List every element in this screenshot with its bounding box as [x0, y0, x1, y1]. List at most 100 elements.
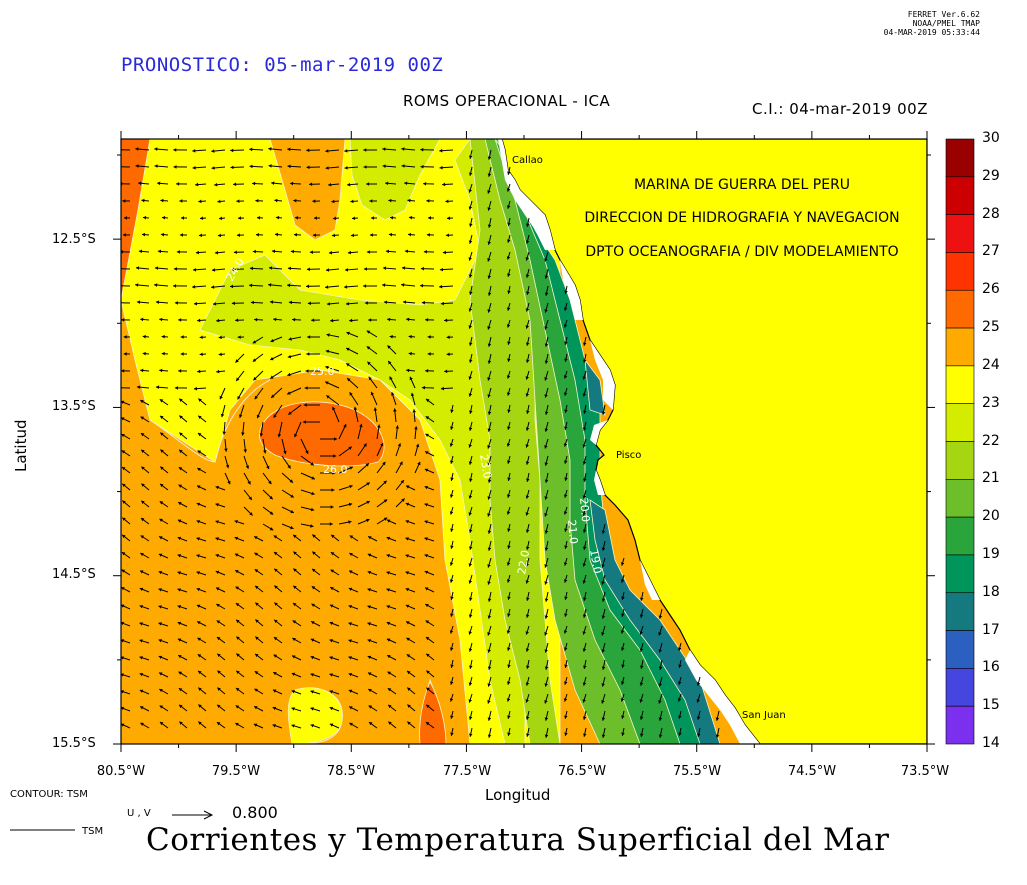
- current-vector-head: [136, 385, 141, 389]
- current-vector-head: [215, 537, 219, 541]
- current-vector-head: [388, 721, 392, 725]
- current-vector-head: [425, 637, 430, 641]
- current-vector-head: [174, 301, 178, 305]
- current-vector-head: [506, 647, 511, 651]
- current-vector-head: [252, 249, 256, 254]
- current-vector-head: [274, 585, 278, 589]
- current-vector-head: [487, 190, 491, 194]
- colorbar-label: 14: [982, 735, 1000, 751]
- current-vector-head: [307, 301, 311, 306]
- current-vector-head: [412, 409, 416, 413]
- current-vector-head: [368, 722, 373, 726]
- sst-band-26-south-patch: [419, 681, 447, 744]
- current-vector-head: [487, 717, 492, 721]
- current-vector-head: [544, 309, 548, 313]
- current-vector-head: [468, 172, 473, 176]
- current-vector-head: [142, 334, 146, 339]
- current-vector-head: [400, 480, 404, 484]
- current-vector-head: [162, 215, 166, 220]
- current-vector-head: [446, 216, 451, 220]
- current-vector-head: [344, 149, 348, 153]
- current-vector-head: [331, 534, 335, 539]
- current-vector-head: [487, 700, 491, 704]
- current-vector-head: [620, 647, 625, 651]
- current-vector-head: [217, 199, 221, 204]
- current-vector-head: [326, 395, 330, 399]
- current-vector-head: [382, 283, 386, 287]
- colorbar-swatch: [945, 252, 975, 291]
- current-vector-head: [141, 198, 145, 203]
- current-vector-head: [658, 683, 662, 687]
- current-vector-head: [506, 392, 511, 396]
- colorbar-label: 23: [982, 394, 1000, 411]
- current-vector-head: [367, 638, 371, 643]
- current-vector-head: [343, 424, 347, 428]
- current-vector-head: [195, 182, 199, 187]
- current-vector-head: [450, 715, 454, 719]
- current-vector-head: [468, 274, 473, 278]
- current-vector-head: [564, 341, 568, 345]
- current-vector-head: [173, 148, 177, 152]
- current-vector-head: [177, 571, 181, 575]
- current-vector-head: [366, 500, 370, 505]
- current-vector-head: [363, 284, 367, 288]
- institution-line-1: MARINA DE GUERRA DEL PERU: [634, 177, 850, 193]
- current-vector-head: [427, 352, 431, 356]
- current-vector-head: [310, 507, 315, 512]
- current-vector-head: [160, 198, 164, 203]
- current-vector-head: [408, 351, 412, 356]
- current-vector-head: [234, 536, 239, 541]
- current-vector-head: [160, 449, 164, 453]
- current-vector-head: [254, 317, 258, 322]
- current-vector-head: [121, 369, 125, 373]
- current-vector-head: [424, 587, 429, 591]
- current-vector-head: [677, 647, 682, 651]
- current-vector-head: [582, 427, 587, 431]
- current-vector-head: [198, 199, 202, 204]
- current-vector-head: [274, 619, 278, 624]
- current-vector-head: [346, 363, 350, 367]
- current-vector-head: [197, 654, 202, 658]
- current-vector-head: [373, 407, 378, 411]
- current-vector-head: [582, 546, 587, 550]
- current-vector-head: [216, 603, 220, 608]
- current-vector-head: [272, 706, 277, 711]
- current-vector-head: [469, 597, 473, 601]
- current-vector-head: [639, 682, 644, 686]
- current-vector-head: [348, 587, 353, 592]
- current-vector-head: [450, 426, 454, 430]
- current-vector-head: [136, 300, 141, 304]
- current-vector-head: [696, 733, 701, 737]
- current-vector-head: [271, 181, 275, 186]
- current-vector-head: [122, 517, 126, 521]
- current-vector-head: [135, 283, 139, 287]
- current-vector-head: [291, 724, 295, 728]
- current-vector-head: [544, 683, 548, 687]
- current-vector-head: [159, 688, 163, 693]
- current-vector-head: [331, 233, 336, 238]
- current-vector-head: [420, 164, 424, 169]
- current-vector-head: [195, 250, 200, 255]
- colorbar-label: 26: [982, 281, 1000, 298]
- place-callao: Callao: [512, 155, 543, 166]
- current-vector-head: [507, 409, 511, 413]
- current-vector-head: [158, 588, 162, 592]
- coast-gap: [498, 139, 760, 744]
- current-vector-head: [325, 268, 330, 272]
- forecast-title: PRONOSTICO: 05-mar-2019 00Z: [121, 54, 444, 76]
- current-vector-head: [159, 399, 164, 403]
- current-vector-head: [525, 495, 530, 499]
- current-vector-head: [177, 554, 181, 558]
- current-vector-head: [487, 428, 492, 432]
- current-vector-head: [563, 392, 568, 396]
- current-vector-head: [678, 715, 682, 719]
- current-vector-head: [178, 671, 183, 675]
- current-vector-head: [214, 250, 219, 255]
- current-vector-head: [218, 352, 222, 357]
- current-vector-head: [155, 385, 160, 390]
- current-vector-head: [273, 535, 278, 539]
- current-vector-head: [382, 147, 386, 151]
- current-vector-head: [349, 484, 353, 489]
- current-vector-head: [449, 562, 454, 566]
- contour-label-21: 21.0: [565, 519, 580, 545]
